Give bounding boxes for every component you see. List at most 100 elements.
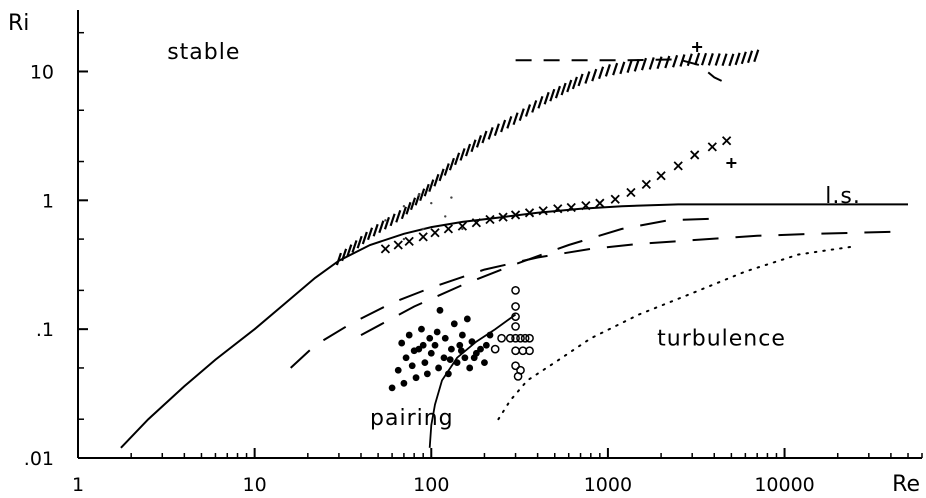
filled-dot-point (388, 384, 396, 392)
hatch-mark (591, 68, 598, 82)
hatch-mark (518, 108, 525, 121)
hatch-mark (500, 119, 507, 133)
filled-dot-point (435, 364, 442, 372)
hatch-mark (389, 213, 396, 227)
series-dash-long (360, 217, 715, 336)
cross-point (538, 206, 548, 216)
y-axis-title: Ri (8, 11, 29, 36)
plus-point (726, 157, 737, 168)
ticks-layer: 1 10 100 1000 10000 10 1 .1 .01 (24, 31, 923, 496)
cross-point (673, 161, 683, 171)
filled-dot-point (481, 359, 488, 367)
hatch-mark (740, 51, 747, 65)
line-mark (120, 203, 908, 449)
hatch-mark (619, 61, 626, 75)
hatch-mark (493, 123, 500, 137)
filled-dot-point (461, 354, 469, 362)
y-tick-label: 10 (30, 61, 54, 83)
hatch-mark (383, 216, 391, 230)
filled-dot-point (470, 354, 478, 362)
hatch-mark (549, 88, 556, 102)
hatch-mark (433, 173, 440, 187)
hatch-mark (487, 126, 494, 140)
hatch-mark (721, 53, 728, 67)
open-circle-point (511, 302, 520, 311)
filled-dot-point (440, 354, 448, 362)
filled-dot-point (418, 325, 425, 333)
filled-dot-point (456, 341, 464, 349)
stipple-point (450, 196, 453, 199)
hatch-mark (506, 116, 513, 129)
open-circle-point (490, 344, 500, 354)
hatch-mark (694, 52, 701, 66)
plus-point (692, 41, 703, 52)
filled-dot-point (468, 338, 476, 346)
hatch-mark (443, 163, 450, 176)
hatch-mark (577, 73, 584, 87)
hatch-mark (346, 244, 353, 257)
hatch-mark (664, 55, 671, 69)
filled-dot-point (457, 347, 465, 355)
hatch-mark (366, 227, 374, 241)
stipple-point (461, 227, 464, 231)
filled-dot-point (453, 359, 461, 367)
line-mark (290, 230, 891, 369)
open-circle-point (520, 333, 530, 343)
cross-point (404, 236, 414, 247)
line-mark (360, 217, 715, 336)
open-circle-point (513, 372, 523, 381)
filled-dot-point (421, 359, 429, 367)
series-dash-short (515, 58, 729, 85)
hatch-mark (419, 188, 426, 202)
cross-point (380, 244, 391, 254)
series-dash-long (290, 230, 891, 369)
hatch-mark (728, 53, 735, 67)
hatch-mark (400, 206, 407, 220)
hatch-mark (571, 76, 578, 90)
cross-point (581, 200, 591, 211)
filled-dot-point (450, 320, 458, 328)
hatch-mark (448, 157, 455, 171)
filled-dot-point (486, 331, 494, 339)
hatch-mark (395, 209, 402, 223)
hatch-mark (351, 240, 358, 253)
hatch-mark (648, 57, 655, 70)
stipple-point (421, 227, 425, 231)
hatch-mark (598, 66, 605, 80)
labels-layer: Ri Re stable turbulence pairing l.s. (8, 11, 920, 497)
stipple-point (430, 201, 433, 205)
y-tick-label: 1 (42, 190, 54, 212)
stipple-point (417, 193, 421, 197)
hatch-mark (531, 100, 538, 113)
open-circle-point (497, 333, 506, 343)
cross-point (418, 232, 428, 242)
y-tick-label: .01 (24, 448, 54, 470)
y-tick-label: .1 (36, 319, 54, 341)
filled-dot-point (441, 334, 449, 342)
hatch-mark (734, 52, 741, 66)
series-dotted (497, 245, 856, 421)
filled-dot-point (482, 341, 490, 349)
hatch-mark (409, 197, 417, 211)
line-mark (515, 58, 729, 85)
hatch-mark (686, 53, 693, 67)
hatch-mark (405, 201, 412, 215)
hatch-mark (746, 50, 754, 64)
cross-point (595, 198, 605, 208)
filled-dot-point (444, 370, 452, 378)
region-label: stable (167, 40, 240, 65)
filled-dot-point (446, 356, 454, 364)
hatch-mark (464, 143, 472, 157)
cross-point (457, 221, 468, 231)
filled-dot-point (412, 374, 420, 382)
filled-dot-point (436, 306, 444, 314)
cross-point (498, 212, 508, 222)
region-label: turbulence (657, 326, 786, 351)
hatch-mark (454, 152, 461, 166)
x-tick-label: 100 (413, 474, 449, 496)
series-hatched (335, 49, 760, 266)
series-open-circles (490, 286, 534, 381)
hatch-mark (335, 252, 342, 266)
hatch-mark (560, 82, 567, 96)
